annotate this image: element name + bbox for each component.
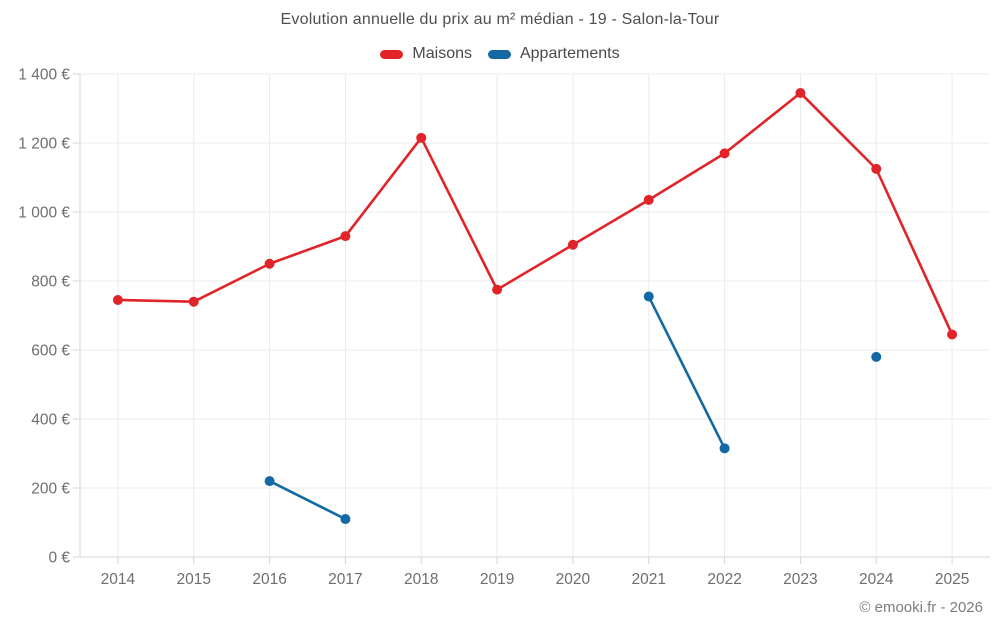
data-point-appartements-2021 bbox=[643, 291, 654, 302]
y-tick-label: 600 € bbox=[31, 343, 70, 360]
x-tick-label: 2023 bbox=[783, 571, 817, 588]
x-tick-label: 2019 bbox=[480, 571, 514, 588]
legend-item-maisons[interactable]: Maisons bbox=[380, 45, 472, 63]
data-point-maisons-2023 bbox=[795, 87, 806, 98]
data-point-maisons-2015 bbox=[188, 296, 199, 307]
x-tick-label: 2024 bbox=[859, 571, 894, 588]
legend-marker-icon-appartements bbox=[487, 49, 511, 59]
y-tick-label: 800 € bbox=[31, 274, 70, 291]
data-point-appartements-2024 bbox=[871, 351, 882, 362]
attribution-text: © emooki.fr - 2026 bbox=[859, 599, 983, 616]
x-tick-label: 2020 bbox=[556, 571, 591, 588]
legend-item-appartements[interactable]: Appartements bbox=[487, 45, 620, 63]
data-point-appartements-2016 bbox=[264, 476, 275, 487]
x-tick-label: 2017 bbox=[328, 571, 362, 588]
chart-legend: Maisons Appartements bbox=[0, 45, 1000, 63]
chart-title: Evolution annuelle du prix au m² médian … bbox=[280, 11, 720, 28]
data-point-appartements-2017 bbox=[340, 514, 351, 525]
x-tick-label: 2016 bbox=[252, 571, 286, 588]
data-point-appartements-2022 bbox=[719, 443, 730, 454]
y-tick-label: 1 400 € bbox=[18, 67, 70, 84]
y-tick-label: 200 € bbox=[31, 481, 70, 498]
data-point-maisons-2024 bbox=[871, 163, 882, 174]
data-point-maisons-2019 bbox=[492, 284, 503, 295]
data-point-maisons-2020 bbox=[567, 239, 578, 250]
legend-label-maisons: Maisons bbox=[412, 45, 472, 62]
data-point-maisons-2014 bbox=[112, 294, 123, 305]
x-tick-label: 2014 bbox=[101, 571, 136, 588]
data-point-maisons-2018 bbox=[416, 132, 427, 143]
x-tick-label: 2022 bbox=[707, 571, 741, 588]
data-point-maisons-2021 bbox=[643, 194, 654, 205]
y-tick-label: 400 € bbox=[31, 412, 70, 429]
data-point-maisons-2017 bbox=[340, 231, 351, 242]
y-tick-label: 1 000 € bbox=[18, 205, 70, 222]
data-point-maisons-2016 bbox=[264, 258, 275, 269]
data-point-maisons-2022 bbox=[719, 148, 730, 159]
x-tick-label: 2021 bbox=[632, 571, 666, 588]
data-point-maisons-2025 bbox=[947, 329, 958, 340]
series-line-appartements bbox=[268, 479, 347, 521]
x-tick-label: 2025 bbox=[935, 571, 969, 588]
legend-label-appartements: Appartements bbox=[519, 45, 620, 62]
series-line-appartements bbox=[647, 295, 726, 450]
x-tick-label: 2018 bbox=[404, 571, 438, 588]
x-tick-label: 2015 bbox=[177, 571, 211, 588]
series-line-maisons bbox=[116, 91, 954, 336]
y-tick-label: 0 € bbox=[48, 550, 70, 567]
legend-marker-icon-maisons bbox=[380, 49, 404, 59]
y-tick-label: 1 200 € bbox=[18, 136, 70, 153]
